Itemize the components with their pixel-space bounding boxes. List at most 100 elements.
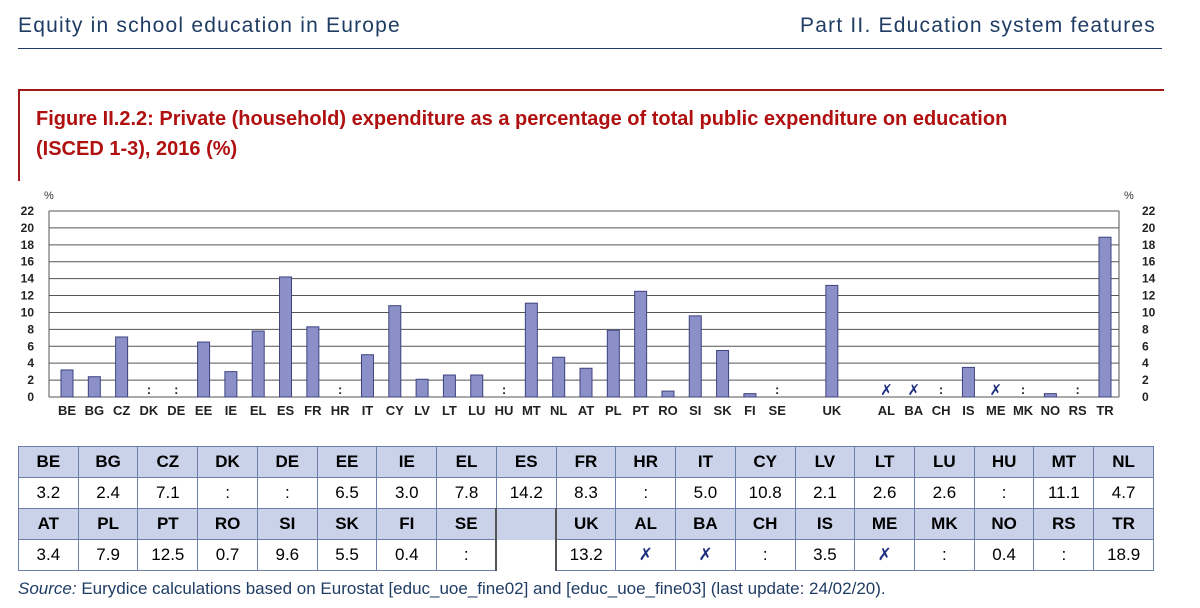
bar-si [688,315,702,398]
bar-is [961,366,975,398]
x-tick-label: IT [362,403,374,418]
table-country-cell: MT [1033,446,1095,478]
bar-cy [388,305,402,398]
data-table: BE BG CZ DK DE EE IE EL ES FR HR IT CY LV LT LU HU MT NL 3… [18,446,1154,571]
not-available-marker: : [939,382,943,397]
bar-fi [743,393,757,398]
source-note: Source: Eurydice calculations based on E… [18,579,886,599]
x-tick-label: DE [167,403,185,418]
y-tick-label-left: 20 [21,221,35,235]
table-value-cell: 7.1 [137,477,199,509]
table-country-cell: SE [436,508,497,540]
y-tick-label-left: 0 [27,390,34,404]
bar-ie [224,371,238,398]
table-value-cell: : [256,477,318,509]
y-tick-label-right: 14 [1142,272,1156,286]
bar-it [360,354,374,398]
table-country-cell: UK [555,508,617,540]
not-available-marker: : [174,382,178,397]
table-value-cell: 9.6 [256,539,318,571]
table-country-cell: BG [77,446,139,478]
table-country-cell: MK [914,508,975,540]
table-country-cell: ME [854,508,916,540]
table-country-cell: LV [794,446,856,478]
table-value-cell: 18.9 [1093,539,1154,571]
bar-lu [470,374,484,398]
table-value-cell: 3.5 [794,539,856,571]
bar-at [579,367,593,398]
bar-uk [825,284,839,398]
y-tick-label-left: 16 [21,255,35,269]
y-tick-label-left: 2 [27,373,34,387]
table-country-cell: IT [675,446,736,478]
table-country-cell: RS [1033,508,1095,540]
table-country-cell: CY [734,446,796,478]
x-tick-label: HU [495,403,514,418]
y-tick-label-right: 20 [1142,221,1156,235]
table-country-cell: AL [615,508,677,540]
bar-ro [661,390,675,398]
table-country-cell: DK [197,446,258,478]
table-country-cell: ES [495,446,557,478]
not-available-marker: : [1021,382,1025,397]
table-row-values-1: 3.2 2.4 7.1::6.5 3.0 7.8 14.2 8.3:5.0 10.8 2.1 2.… [18,477,1154,509]
x-tick-label: PL [605,403,622,418]
bar-pt [634,290,648,398]
x-tick-label: MT [522,403,541,418]
table-country-cell: EL [436,446,497,478]
table-value-cell: 3.0 [376,477,438,509]
x-tick-label: LU [468,403,485,418]
y-tick-label-left: 10 [21,305,35,319]
table-country-cell: BE [18,446,79,478]
table-country-cell: CH [734,508,796,540]
bar-ee [197,341,211,398]
x-tick-label: CZ [113,403,130,418]
x-tick-label: AT [578,403,594,418]
table-gap-cell [495,508,558,540]
table-country-cell: SK [316,508,378,540]
x-tick-label: RO [658,403,678,418]
table-country-cell: IE [376,446,438,478]
table-country-cell: EE [316,446,378,478]
bar-pl [606,329,620,398]
not-available-marker: : [338,382,342,397]
table-value-cell: 2.6 [854,477,916,509]
y-tick-label-right: 16 [1142,255,1156,269]
table-value-cell: 14.2 [495,477,557,509]
x-tick-label: BA [904,403,923,418]
table-value-cell: 6.5 [316,477,378,509]
x-tick-label: SK [714,403,733,418]
table-country-cell: PL [77,508,139,540]
bar-fr [306,326,320,398]
x-tick-label: IS [962,403,975,418]
not-applicable-marker: ✗ [880,381,893,399]
table-value-cell: 13.2 [555,539,617,571]
bar-es [279,276,293,398]
table-value-cell: ✗ [675,539,736,571]
table-row-values-2: 3.4 7.9 12.5 0.7 9.6 5.5 0.4:13.2 ✗ ✗:3.5 ✗:0.4:1… [18,539,1154,571]
document-header-section: Part II. Education system features [800,14,1156,37]
figure-title-line2: (ISCED 1-3), 2016 (%) [36,138,238,160]
header-divider [18,48,1162,49]
table-country-cell: HR [615,446,677,478]
table-value-cell: 0.4 [973,539,1035,571]
table-country-cell: NL [1093,446,1154,478]
x-tick-label: FI [744,403,756,418]
table-value-cell: : [1033,539,1095,571]
x-tick-label: FR [304,403,322,418]
x-tick-label: ME [986,403,1006,418]
table-country-cell: IS [794,508,856,540]
x-tick-label: LV [414,403,430,418]
table-country-cell: TR [1093,508,1154,540]
document-header-title: Equity in school education in Europe [18,14,401,37]
table-country-cell: NO [973,508,1035,540]
bar-be [60,369,74,398]
table-country-cell: SI [256,508,318,540]
table-value-cell: 0.7 [197,539,258,571]
y-tick-label-right: 18 [1142,238,1156,252]
x-tick-label: SI [689,403,701,418]
table-value-cell: 11.1 [1033,477,1095,509]
y-tick-label-right: 22 [1142,204,1156,218]
y-axis-unit-right: % [1124,190,1134,202]
